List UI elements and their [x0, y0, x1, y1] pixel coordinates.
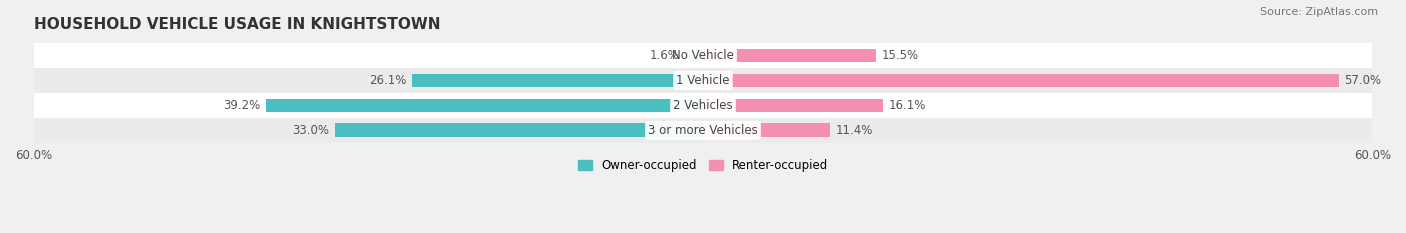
Bar [412, 74, 703, 87]
Text: 11.4%: 11.4% [835, 124, 873, 137]
Bar [685, 48, 703, 62]
Bar [34, 43, 1372, 68]
Bar [335, 123, 703, 137]
Text: 1 Vehicle: 1 Vehicle [676, 74, 730, 87]
Text: 3 or more Vehicles: 3 or more Vehicles [648, 124, 758, 137]
Bar [34, 68, 1372, 93]
Text: 26.1%: 26.1% [368, 74, 406, 87]
Text: 39.2%: 39.2% [222, 99, 260, 112]
Text: 2 Vehicles: 2 Vehicles [673, 99, 733, 112]
Bar [703, 123, 830, 137]
Bar [34, 118, 1372, 143]
Text: 15.5%: 15.5% [882, 49, 918, 62]
Bar [703, 48, 876, 62]
Bar [34, 93, 1372, 118]
Text: Source: ZipAtlas.com: Source: ZipAtlas.com [1260, 7, 1378, 17]
Text: 1.6%: 1.6% [650, 49, 679, 62]
Bar [703, 74, 1339, 87]
Text: No Vehicle: No Vehicle [672, 49, 734, 62]
Bar [703, 99, 883, 112]
Text: 33.0%: 33.0% [292, 124, 329, 137]
Text: 57.0%: 57.0% [1344, 74, 1382, 87]
Legend: Owner-occupied, Renter-occupied: Owner-occupied, Renter-occupied [572, 155, 834, 177]
Text: HOUSEHOLD VEHICLE USAGE IN KNIGHTSTOWN: HOUSEHOLD VEHICLE USAGE IN KNIGHTSTOWN [34, 17, 440, 31]
Text: 16.1%: 16.1% [889, 99, 925, 112]
Bar [266, 99, 703, 112]
